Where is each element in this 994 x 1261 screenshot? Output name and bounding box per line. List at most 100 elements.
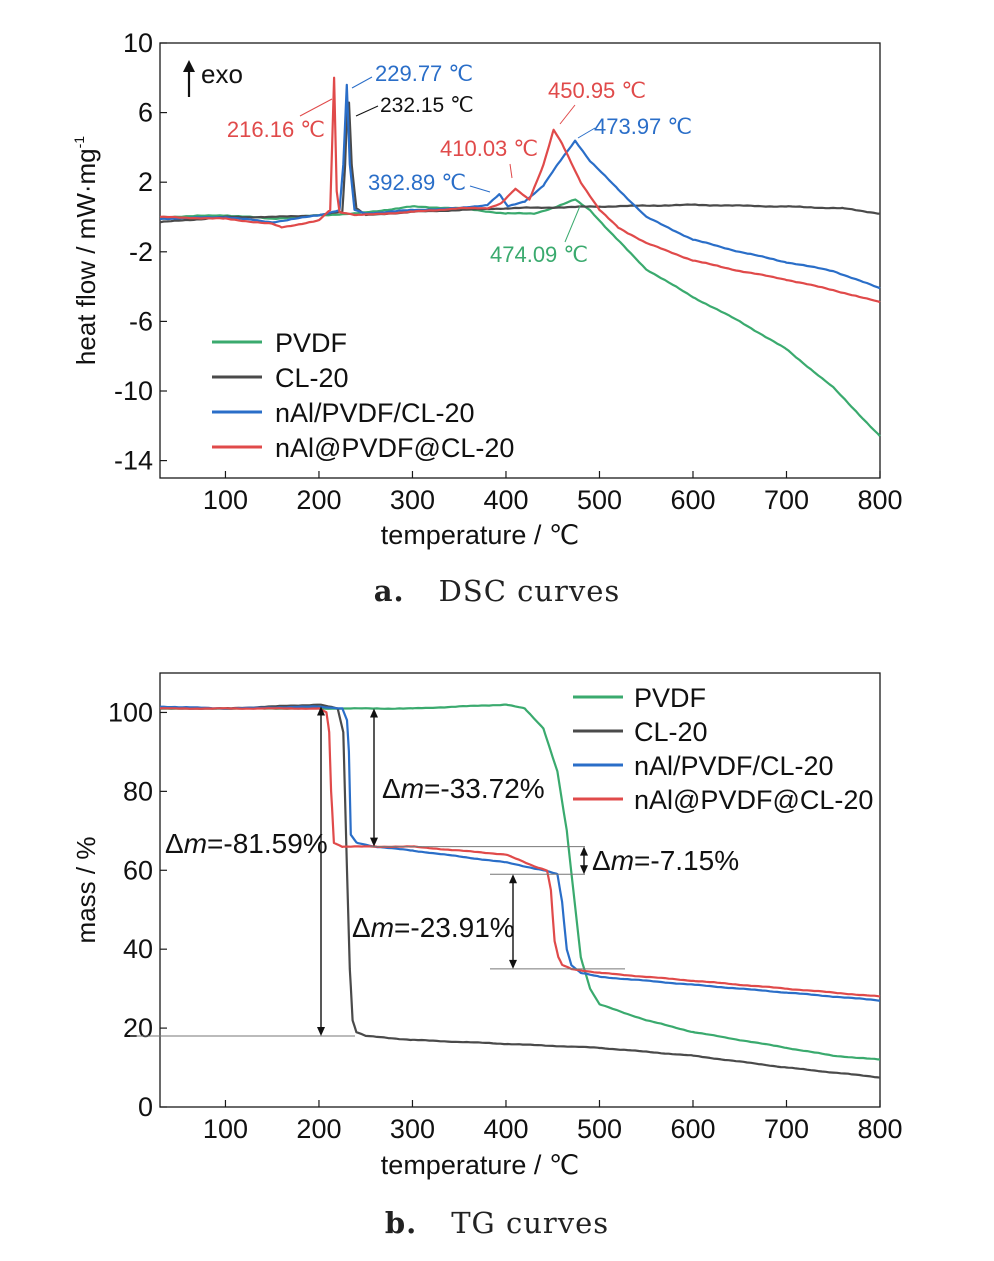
tg-legend-label-cl-20: CL-20 [634,717,708,747]
tg-delta-arrow-head [509,874,517,884]
dsc-caption-text: DSC curves [438,574,621,608]
tg-x-axis-label: temperature / ℃ [381,1150,579,1180]
tg-x-tick-label: 400 [483,1114,528,1144]
dsc-annotation-label: 216.16 ℃ [227,117,325,142]
dsc-x-tick-label: 300 [390,485,435,515]
dsc-y-tick-label: -6 [129,306,153,336]
dsc-annotation-leader [509,163,513,179]
tg-delta-label-part: =-7.15% [634,845,739,876]
dsc-annotation-leader [577,127,596,139]
dsc-x-tick-label: 600 [670,485,715,515]
tg-caption-letter: b. [384,1206,418,1240]
tg-x-tick-label: 800 [857,1114,902,1144]
tg-x-tick-label: 600 [670,1114,715,1144]
dsc-annotation-label: 473.97 ℃ [594,114,692,139]
tg-x-tick-label: 700 [764,1114,809,1144]
tg-y-tick-label: 20 [123,1013,153,1043]
exo-arrow-head [183,60,195,72]
dsc-x-axis-label: temperature / ℃ [381,520,579,550]
exo-label: exo [201,59,243,89]
tg-delta-arrow-head [370,837,378,847]
tg-delta-label-part: Δ [382,773,401,804]
dsc-y-tick-label: 2 [138,167,153,197]
tg-delta-label-part: m [611,845,634,876]
tg-delta-arrow-head [317,706,325,716]
dsc-caption: a. DSC curves [0,574,994,608]
tg-delta-label-part: Δ [165,828,184,859]
dsc-caption-letter: a. [373,574,405,608]
tg-x-tick-label: 200 [296,1114,341,1144]
tg-delta-arrow-head [370,708,378,718]
dsc-annotation-leader [355,105,379,117]
dsc-annotation-leader [559,104,576,125]
dsc-annotation-leader [351,76,373,89]
tg-delta-arrow-head [580,865,588,875]
tg-chart: 100 200 300 400 500 600 700 800 0 20 40 60 80 100 temp… [71,672,903,1180]
dsc-x-tick-label: 200 [296,485,341,515]
dsc-y-axis-label-superscript: -1 [71,136,87,149]
dsc-annotation-label: 410.03 ℃ [440,136,538,161]
tg-legend-label-nal-pvdf-cl-20: nAl@PVDF@CL-20 [634,785,873,815]
dsc-series-nal-pvdf-cl-20 [159,83,881,290]
tg-y-tick-label: 0 [138,1092,153,1122]
dsc-x-tick-label: 500 [577,485,622,515]
dsc-x-tick-label: 100 [203,485,248,515]
dsc-x-tick-label: 700 [764,485,809,515]
dsc-y-tick-label: 6 [138,98,153,128]
tg-caption-text: TG curves [451,1206,610,1240]
tg-delta-label-part: =-81.59% [207,828,328,859]
tg-delta-label-part: =-23.91% [394,912,515,943]
tg-delta-label: Δm=-23.91% [352,912,515,943]
dsc-legend-label-pvdf: PVDF [275,328,347,358]
dsc-x-tick-label: 800 [857,485,902,515]
tg-delta-label-part: m [401,773,424,804]
dsc-legend-label-nal-pvdf-cl-20: nAl@PVDF@CL-20 [275,433,514,463]
tg-delta-label-part: m [371,912,394,943]
dsc-annotation-leader [469,185,491,193]
tg-delta-label-part: Δ [352,912,371,943]
dsc-annotation-leader [564,205,581,243]
tg-y-axis-label: mass / % [71,837,101,944]
dsc-annotation-label: 474.09 ℃ [490,242,588,267]
dsc-y-tick-label: -10 [114,376,153,406]
tg-delta-arrow-head [580,846,588,856]
tg-legend-label-pvdf: PVDF [634,683,706,713]
tg-y-tick-label: 80 [123,776,153,806]
tg-delta-label-part: =-33.72% [424,773,545,804]
tg-legend-label-nal-pvdf-cl-20: nAl/PVDF/CL-20 [634,751,834,781]
tg-delta-label-part: m [184,828,207,859]
dsc-series-pvdf [159,198,881,437]
dsc-chart: 100 200 300 400 500 600 700 800 10 6 2 -2 -6 -10 -14 te… [71,28,903,550]
tg-x-tick-label: 500 [577,1114,622,1144]
tg-delta-label: Δm=-7.15% [592,845,739,876]
tg-y-tick-label: 40 [123,934,153,964]
tg-x-tick-label: 100 [203,1114,248,1144]
tg-y-tick-label: 60 [123,855,153,885]
dsc-y-tick-label: -2 [129,237,153,267]
tg-delta-label: Δm=-33.72% [382,773,545,804]
dsc-annotation-label: 229.77 ℃ [375,61,473,86]
dsc-legend-label-nal-pvdf-cl-20: nAl/PVDF/CL-20 [275,398,475,428]
dsc-plot-frame [159,42,881,479]
tg-x-tick-label: 300 [390,1114,435,1144]
tg-caption: b. TG curves [0,1206,994,1240]
dsc-annotation-label: 450.95 ℃ [548,78,646,103]
dsc-annotation-label: 232.15 ℃ [380,94,474,117]
dsc-series-cl-20 [159,101,881,224]
tg-delta-arrow-head [509,959,517,969]
tg-plot-frame [159,672,881,1108]
dsc-y-tick-label: -14 [114,446,153,476]
tg-series-cl-20 [159,703,881,1079]
dsc-annotation-leader [299,98,333,117]
tg-series-nal-pvdf-cl-20 [159,707,881,998]
dsc-x-tick-label: 400 [483,485,528,515]
tg-delta-arrow-head [317,1026,325,1036]
dsc-y-tick-label: 10 [123,28,153,58]
dsc-annotation-label: 392.89 ℃ [368,170,466,195]
tg-y-tick-label: 100 [108,697,153,727]
dsc-series-nal-pvdf-cl-20 [159,76,881,304]
tg-delta-label: Δm=-81.59% [165,828,328,859]
dsc-legend-label-cl-20: CL-20 [275,363,349,393]
tg-delta-label-part: Δ [592,845,611,876]
